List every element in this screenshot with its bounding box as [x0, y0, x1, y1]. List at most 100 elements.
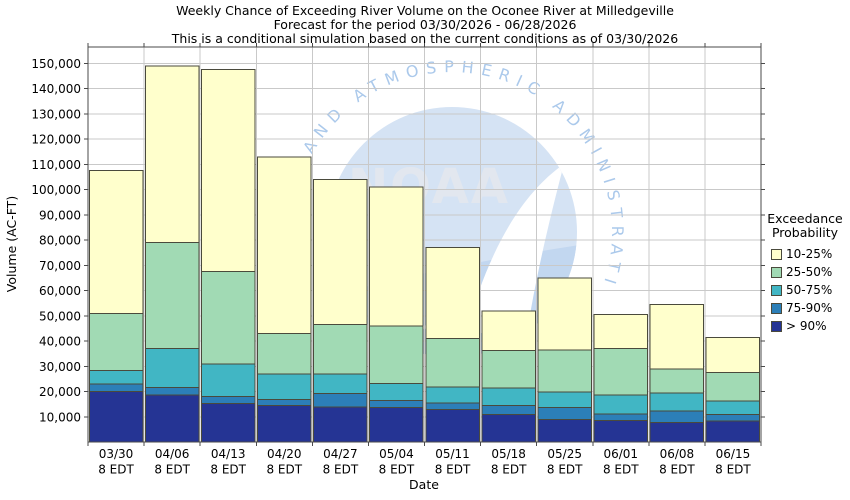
chart-subtitle: Forecast for the period 03/30/2026 - 06/…	[273, 17, 577, 32]
legend-items: 10-25% 25-50% 50-75% 75-90% > 90%	[760, 245, 850, 335]
y-tick-label: 150,000	[31, 57, 81, 71]
bar-segment	[705, 372, 761, 402]
legend-swatch	[771, 266, 782, 278]
bar-segment	[537, 391, 592, 409]
chart-titles: Weekly Chance of Exceeding River Volume …	[0, 4, 850, 46]
bar-segment	[649, 368, 705, 394]
bar-segment	[200, 363, 256, 398]
legend-title-line2: Probability	[771, 225, 839, 240]
bar-segment	[257, 404, 312, 443]
legend-title-line1: Exceedance	[767, 211, 843, 226]
x-tick-label: 04/20 8 EDT	[266, 447, 302, 477]
x-tick-label: 03/30 8 EDT	[98, 447, 134, 477]
legend-item-label: 10-25%	[786, 247, 833, 261]
y-tick-label: 80,000	[39, 234, 81, 248]
bar-segment	[313, 179, 368, 326]
bar-segment	[649, 392, 705, 412]
legend-item: 75-90%	[760, 299, 850, 317]
bar-segment	[705, 420, 761, 443]
y-tick-label: 40,000	[39, 335, 81, 349]
y-tick-label: 10,000	[39, 410, 81, 424]
bar-segment	[88, 312, 144, 371]
x-tick-label: 04/27 8 EDT	[323, 447, 359, 477]
bar-segment	[481, 387, 536, 407]
y-tick-label: 20,000	[39, 385, 81, 399]
bar-segment	[88, 390, 144, 443]
y-tick-label: 130,000	[31, 107, 81, 121]
legend: Exceedance Probability 10-25% 25-50% 50-75…	[760, 212, 850, 335]
x-tick-label: 04/06 8 EDT	[154, 447, 190, 477]
y-tick-label: 140,000	[31, 82, 81, 96]
bar-segment	[144, 348, 200, 389]
legend-item: 25-50%	[760, 263, 850, 281]
legend-swatch	[771, 248, 782, 260]
bar-segment	[649, 410, 705, 424]
bar-segment	[481, 349, 536, 389]
x-tick-label: 05/25 8 EDT	[547, 447, 583, 477]
y-tick-label: 70,000	[39, 259, 81, 273]
bar-segment	[313, 373, 368, 395]
bar-segment	[200, 271, 256, 365]
legend-item-label: 25-50%	[786, 265, 833, 279]
bar-segment	[369, 383, 424, 402]
bar-segment	[144, 242, 200, 350]
bar-segment	[313, 406, 368, 443]
x-axis-title: Date	[409, 477, 439, 492]
bar-segment	[481, 413, 536, 443]
y-tick-label: 120,000	[31, 133, 81, 147]
bar-segment	[313, 393, 368, 408]
bar-segment	[425, 247, 480, 340]
bar-segment	[257, 332, 312, 375]
x-tick-label: 05/11 8 EDT	[435, 447, 471, 477]
y-tick-label: 110,000	[31, 158, 81, 172]
legend-item-label: 50-75%	[786, 283, 833, 297]
bar-segment	[425, 409, 480, 443]
bar-segment	[144, 387, 200, 396]
bar-segment	[257, 156, 312, 334]
bar-segment	[537, 349, 592, 393]
bar-segment	[481, 310, 536, 351]
bar-segment	[200, 69, 256, 273]
x-tick-label: 05/04 8 EDT	[379, 447, 415, 477]
legend-item: 10-25%	[760, 245, 850, 263]
bar-segment	[537, 277, 592, 351]
y-tick-label: 90,000	[39, 208, 81, 222]
x-tick-label: 05/18 8 EDT	[491, 447, 527, 477]
bar-segment	[705, 414, 761, 422]
legend-item-label: > 90%	[786, 319, 827, 333]
legend-item-label: 75-90%	[786, 301, 833, 315]
bar-segment	[705, 336, 761, 374]
chart-note: This is a conditional simulation based o…	[171, 31, 679, 46]
bar-segment	[369, 400, 424, 409]
bar-segment	[88, 369, 144, 385]
bar-segment	[369, 325, 424, 385]
y-axis-title: Volume (AC-FT)	[4, 196, 19, 292]
bar-segment	[649, 422, 705, 443]
bar-segment	[88, 170, 144, 314]
bar-segment	[425, 402, 480, 411]
bar-segment	[425, 386, 480, 404]
legend-item: 50-75%	[760, 281, 850, 299]
bar-segment	[369, 407, 424, 443]
bar-segment	[144, 394, 200, 443]
y-tick-label: 100,000	[31, 183, 81, 197]
x-tick-label: 04/13 8 EDT	[210, 447, 246, 477]
chart-title: Weekly Chance of Exceeding River Volume …	[176, 3, 674, 18]
bar-segment	[593, 413, 649, 421]
bar-segment	[88, 383, 144, 392]
bar-segment	[593, 347, 649, 396]
y-tick-label: 30,000	[39, 360, 81, 374]
x-tick-label: 06/01 8 EDT	[603, 447, 639, 477]
bar-segment	[257, 398, 312, 406]
bar-segment	[200, 396, 256, 404]
bar-segment	[649, 303, 705, 370]
bar-segment	[144, 65, 200, 244]
bar-segment	[313, 324, 368, 375]
bar-segment	[593, 419, 649, 443]
bar-segment	[593, 314, 649, 349]
bar-segment	[425, 338, 480, 388]
bar-segment	[200, 402, 256, 443]
y-tick-label: 50,000	[39, 309, 81, 323]
